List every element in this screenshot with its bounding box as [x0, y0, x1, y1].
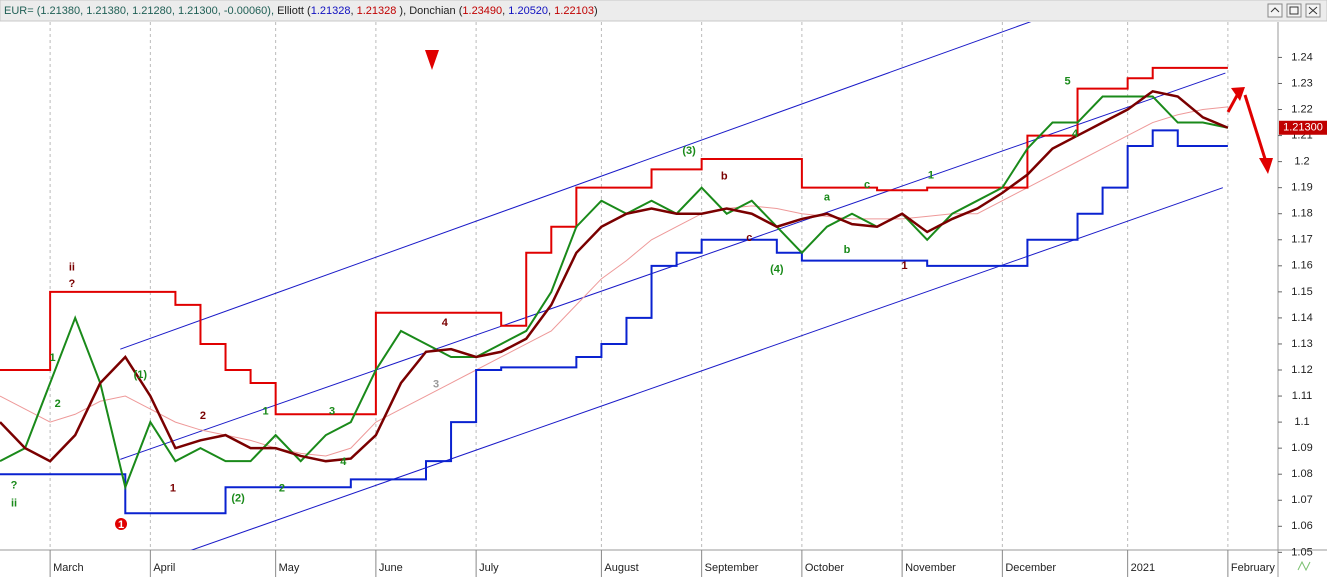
- series-line: [0, 89, 1229, 463]
- y-tick-label: 1.12: [1291, 364, 1312, 376]
- y-tick-label: 1.14: [1291, 312, 1312, 324]
- title-part: 1.21328: [311, 5, 351, 17]
- close-icon: [1308, 6, 1318, 15]
- x-tick-label: 2021: [1131, 562, 1155, 574]
- title-part: ,: [350, 5, 356, 17]
- title-part: 1.20520: [508, 5, 548, 17]
- y-tick-label: 1.13: [1291, 338, 1312, 350]
- wave-label: ?: [69, 278, 76, 290]
- title-part: ): [594, 5, 598, 17]
- wave-label: 2: [55, 398, 61, 410]
- x-tick-label: December: [1005, 562, 1056, 574]
- wave-label: 1: [902, 260, 908, 272]
- y-tick-label: 1.16: [1291, 260, 1312, 272]
- x-tick-label: July: [479, 562, 499, 574]
- title-part: 1.22103: [554, 5, 594, 17]
- last-price-label: 1.21300: [1283, 122, 1323, 134]
- wave-label: 4: [442, 317, 449, 329]
- restore-icon: [1289, 6, 1299, 15]
- wave-label: 5: [1064, 76, 1070, 88]
- wave-label: (3): [682, 145, 696, 157]
- y-tick-label: 1.18: [1291, 208, 1312, 220]
- donchian-line: [0, 129, 1228, 515]
- wave-label: 4: [340, 456, 347, 468]
- wave-label: a: [824, 191, 831, 203]
- x-tick-label: May: [279, 562, 300, 574]
- wave-label: 1: [263, 406, 269, 418]
- wave-label: 1: [170, 482, 176, 494]
- wave-label: 2: [279, 482, 285, 494]
- chart-title: EUR= (1.21380, 1.21380, 1.21280, 1.21300…: [4, 5, 598, 17]
- x-tick-label: March: [53, 562, 84, 574]
- title-part: Elliott (: [277, 5, 311, 17]
- title-part: ,: [548, 5, 554, 17]
- down-triangle: [425, 50, 439, 70]
- series-line: [0, 95, 1229, 491]
- donchian-line: [0, 66, 1228, 416]
- title-bar: [0, 0, 1327, 22]
- y-tick-label: 1.22: [1291, 103, 1312, 115]
- y-tick-label: 1.15: [1291, 286, 1312, 298]
- collapse-button[interactable]: [1267, 3, 1283, 18]
- title-part: 1.23490: [462, 5, 502, 17]
- x-tick-label: September: [705, 562, 759, 574]
- y-tick-label: 1.23: [1291, 77, 1312, 89]
- wave-label: (4): [770, 263, 784, 275]
- y-tick-label: 1.11: [1292, 390, 1313, 402]
- axes: 1.05 1.06 1.07 1.08 1.09 1.1 1.11 1.12 1.13 1.14 1…: [49, 51, 1327, 577]
- wave-label: 1: [928, 170, 934, 182]
- y-tick-label: 1.08: [1291, 468, 1312, 480]
- channel-line: [120, 22, 1032, 350]
- x-tick-label: October: [805, 562, 844, 574]
- y-tick-label: 1.1: [1294, 416, 1309, 428]
- wave-label: ?: [11, 479, 18, 491]
- wave-label: 4: [1072, 128, 1079, 140]
- title-part: ,: [502, 5, 508, 17]
- title-part: 1.21328: [357, 5, 397, 17]
- circle-marker-label: 1: [118, 519, 124, 531]
- title-part: EUR= (1.21380, 1.21380, 1.21280, 1.21300…: [4, 5, 277, 17]
- arrow-up-head: [1231, 87, 1245, 101]
- x-tick-label: August: [604, 562, 638, 574]
- collapse-icon: [1270, 7, 1280, 13]
- status-icon: [1297, 560, 1311, 572]
- circle-marker: [115, 517, 128, 530]
- last-price-box: [1279, 120, 1327, 135]
- y-tick-label: 1.24: [1291, 51, 1312, 63]
- wave-label: b: [721, 170, 728, 182]
- y-tick-label: 1.09: [1291, 442, 1312, 454]
- window-buttons[interactable]: [1267, 3, 1321, 18]
- x-tick-label: February: [1231, 562, 1276, 574]
- wave-label: 3: [433, 378, 439, 390]
- series-line: [0, 106, 1228, 457]
- y-tick-label: 1.05: [1291, 546, 1312, 558]
- wave-label: 2: [200, 410, 206, 422]
- title-part: ), Donchian (: [396, 5, 462, 17]
- wave-label: (2): [231, 493, 245, 505]
- wave-label: ii: [69, 261, 75, 273]
- x-tick-label: June: [379, 562, 403, 574]
- restore-button[interactable]: [1286, 3, 1302, 18]
- grid: [49, 22, 1229, 550]
- plot-area: ii?? ii 1 2 (1) 1 2 (2) 1 2 3 4 3 4 (3) b c (4) a b c 1 1 5 4 1: [0, 22, 1229, 550]
- y-tick-label: 1.17: [1291, 234, 1312, 246]
- x-tick-label: November: [905, 562, 956, 574]
- arrow-down-head: [1259, 158, 1273, 174]
- wave-label: 3: [329, 406, 335, 418]
- y-tick-label: 1.19: [1291, 182, 1312, 194]
- wave-label: 1: [50, 352, 56, 364]
- x-tick-label: April: [153, 562, 175, 574]
- y-tick-label: 1.2: [1294, 156, 1309, 168]
- wave-label: (1): [134, 369, 148, 381]
- channel-line: [190, 187, 1224, 550]
- arrow-down: [1243, 94, 1268, 163]
- wave-label: b: [844, 244, 851, 256]
- y-tick-label: 1.06: [1291, 520, 1312, 532]
- wave-label: ii: [11, 498, 17, 510]
- wave-label: c: [864, 179, 870, 191]
- y-tick-label: 1.07: [1291, 494, 1312, 506]
- wave-label: c: [746, 232, 752, 244]
